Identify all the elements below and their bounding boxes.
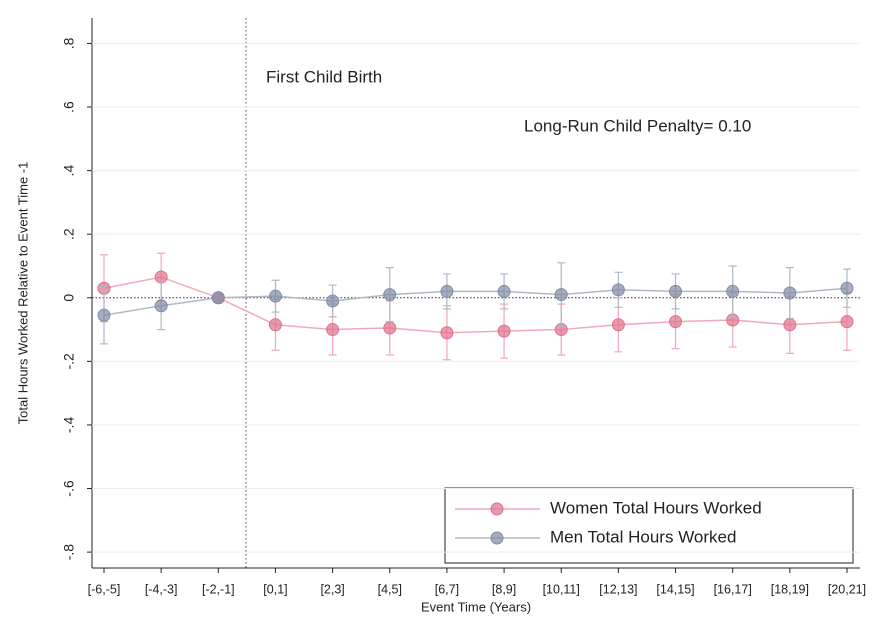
point	[326, 294, 340, 308]
point	[326, 323, 340, 337]
point	[554, 288, 568, 302]
point	[497, 324, 511, 338]
legend	[444, 487, 854, 564]
annotation: Long-Run Child Penalty= 0.10	[524, 116, 751, 135]
x-tick-label: [-4,-3]	[145, 582, 178, 596]
point	[154, 299, 168, 313]
x-tick-label: [6,7]	[435, 582, 459, 596]
point	[611, 283, 625, 297]
x-tick-label: [10,11]	[543, 582, 580, 596]
point	[383, 288, 397, 302]
point	[669, 315, 683, 329]
legend-marker	[490, 531, 504, 545]
point	[268, 289, 282, 303]
legend-marker	[490, 502, 504, 516]
x-tick-label: [-6,-5]	[88, 582, 121, 596]
x-tick-label: [-2,-1]	[202, 582, 235, 596]
y-tick-label: .6	[61, 101, 77, 113]
annotation: First Child Birth	[266, 67, 382, 86]
y-tick-label: .8	[61, 37, 77, 49]
point	[97, 308, 111, 322]
y-axis-label: Total Hours Worked Relative to Event Tim…	[15, 162, 30, 425]
x-tick-label: [14,15]	[656, 582, 694, 596]
series-line	[103, 287, 848, 316]
y-tick-label: .4	[61, 165, 77, 177]
point	[840, 315, 854, 329]
point	[840, 281, 854, 295]
point	[268, 318, 282, 332]
x-tick-label: [16,17]	[714, 582, 752, 596]
point	[497, 284, 511, 298]
point	[440, 284, 454, 298]
point	[611, 318, 625, 332]
y-tick-label: -.8	[61, 544, 77, 561]
x-tick-label: [4,5]	[378, 582, 402, 596]
legend-label: Women Total Hours Worked	[550, 498, 762, 517]
x-tick-label: [20,21]	[828, 582, 866, 596]
point	[783, 318, 797, 332]
series-line	[103, 276, 848, 334]
x-tick-label: [18,19]	[771, 582, 809, 596]
point	[783, 286, 797, 300]
x-tick-label: [2,3]	[320, 582, 344, 596]
y-tick-label: 0	[61, 294, 77, 302]
y-tick-label: -.2	[61, 353, 77, 370]
y-tick-label: -.6	[61, 480, 77, 497]
x-tick-label: [12,13]	[599, 582, 637, 596]
point	[669, 284, 683, 298]
x-axis-label: Event Time (Years)	[421, 599, 531, 614]
point	[383, 321, 397, 335]
y-tick-label: -.4	[61, 417, 77, 434]
point	[440, 326, 454, 340]
x-tick-label: [8,9]	[492, 582, 516, 596]
point	[726, 284, 740, 298]
legend-label: Men Total Hours Worked	[550, 527, 736, 546]
point	[211, 291, 225, 305]
x-tick-label: [0,1]	[263, 582, 287, 596]
y-tick-label: .2	[61, 228, 77, 240]
